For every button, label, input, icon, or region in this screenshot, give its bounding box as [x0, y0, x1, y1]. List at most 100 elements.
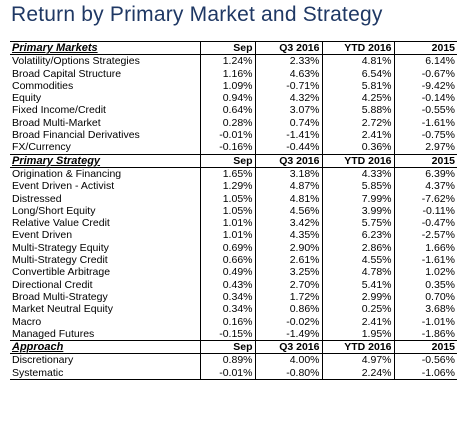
value-cell-ytd: 4.25%: [321, 92, 394, 105]
value-cell-y2015: -0.67%: [393, 67, 457, 80]
column-header: 2015: [393, 40, 457, 56]
value-cell-q3: 4.35%: [254, 229, 322, 242]
row-label: Macro: [12, 315, 42, 328]
row-label: Origination & Financing: [12, 167, 122, 180]
value-cell-y2015: 1.02%: [393, 266, 457, 279]
column-header: YTD 2016: [321, 340, 394, 355]
value-cell-q3: -0.80%: [254, 366, 322, 381]
value-cell-sep: 0.94%: [199, 92, 255, 105]
table-row: Directional Credit 0.43% 2.70% 5.41% 0.35%: [10, 278, 457, 291]
table-row: Discretionary 0.89% 4.00% 4.97% -0.56%: [10, 353, 457, 367]
value-cell-ytd: 4.97%: [321, 353, 394, 367]
value-cell-y2015: 2.97%: [393, 141, 457, 155]
value-cell-sep: -0.16%: [199, 141, 255, 155]
value-cell-ytd: 5.41%: [321, 278, 394, 291]
value-cell-y2015: -1.61%: [393, 254, 457, 267]
value-cell-ytd: 2.72%: [321, 116, 394, 130]
value-cell-sep: 1.05%: [199, 192, 255, 205]
value-cell-q3: 2.90%: [254, 241, 322, 255]
value-cell-q3: 4.56%: [254, 204, 322, 218]
row-label: Discretionary: [12, 354, 74, 367]
value-cell-y2015: 6.39%: [393, 167, 457, 181]
table-row: Convertible Arbitrage 0.49% 3.25% 4.78% 1.02…: [10, 266, 457, 279]
row-label: Relative Value Credit: [12, 217, 110, 230]
row-label: Broad Financial Derivatives: [12, 129, 140, 142]
value-cell-sep: 1.01%: [199, 217, 255, 230]
value-cell-q3: 3.18%: [254, 167, 322, 181]
value-cell-q3: 3.07%: [254, 104, 322, 117]
value-cell-ytd: 4.33%: [321, 167, 394, 181]
column-header: YTD 2016: [321, 153, 394, 168]
value-cell-ytd: 6.23%: [321, 229, 394, 242]
table-row: Equity 0.94% 4.32% 4.25% -0.14%: [10, 92, 457, 105]
value-cell-q3: 2.33%: [254, 54, 322, 68]
row-label: Directional Credit: [12, 278, 93, 291]
value-cell-sep: -0.01%: [199, 129, 255, 142]
value-cell-y2015: 4.37%: [393, 180, 457, 193]
table-row: Market Neutral Equity 0.34% 0.86% 0.25% 3.68…: [10, 303, 457, 316]
value-cell-q3: -0.71%: [254, 79, 322, 93]
value-cell-y2015: -2.57%: [393, 229, 457, 242]
value-cell-y2015: -0.47%: [393, 217, 457, 230]
row-label: FX/Currency: [10, 141, 200, 155]
value-cell-y2015: 0.70%: [393, 290, 457, 304]
table-row: Origination & Financing 1.65% 3.18% 4.33% 6.…: [10, 167, 457, 181]
value-cell-q3: 2.61%: [254, 254, 322, 267]
table-row: Fixed Income/Credit 0.64% 3.07% 5.88% -0.55%: [10, 104, 457, 117]
section-heading: Primary Strategy: [10, 153, 200, 168]
section-heading: Approach: [10, 340, 200, 355]
row-label: Event Driven - Activist: [12, 180, 115, 193]
value-cell-y2015: -0.14%: [393, 92, 457, 105]
row-label: Event Driven: [12, 229, 73, 242]
value-cell-sep: -0.01%: [199, 366, 255, 381]
row-label: Systematic: [10, 366, 200, 381]
value-cell-ytd: 2.86%: [321, 241, 394, 255]
value-cell-ytd: 4.78%: [321, 266, 394, 279]
row-label: Commodities: [12, 79, 74, 92]
row-label: Managed Futures: [10, 327, 200, 342]
page-title: Return by Primary Market and Strategy: [11, 3, 383, 26]
value-cell-q3: 4.63%: [254, 67, 322, 80]
column-header: 2015: [393, 153, 457, 168]
value-cell-ytd: 0.25%: [321, 303, 394, 316]
table-row: Systematic -0.01% -0.80% 2.24% -1.06%: [10, 366, 457, 381]
value-cell-y2015: -1.86%: [393, 327, 457, 342]
table-row: Multi-Strategy Equity 0.69% 2.90% 2.86% 1.66…: [10, 241, 457, 255]
value-cell-ytd: 5.75%: [321, 217, 394, 230]
table-row: Broad Capital Structure 1.16% 4.63% 6.54% -0…: [10, 67, 457, 80]
table-row: Relative Value Credit 1.01% 3.42% 5.75% -0.4…: [10, 217, 457, 230]
value-cell-sep: 1.29%: [199, 180, 255, 193]
value-cell-y2015: -0.75%: [393, 129, 457, 142]
section-heading: Primary Markets: [10, 40, 200, 56]
section-header-row: Approach Sep Q3 2016 YTD 2016 2015: [10, 340, 457, 355]
table-row: Event Driven 1.01% 4.35% 6.23% -2.57%: [10, 229, 457, 242]
row-label: Convertible Arbitrage: [12, 266, 111, 279]
row-label: Broad Capital Structure: [12, 67, 122, 80]
table-row: Commodities 1.09% -0.71% 5.81% -9.42%: [10, 79, 457, 93]
row-label: Fixed Income/Credit: [12, 104, 106, 117]
column-header: Sep: [199, 340, 255, 355]
table-row: Long/Short Equity 1.05% 4.56% 3.99% -0.11%: [10, 204, 457, 218]
value-cell-q3: 4.32%: [254, 92, 322, 105]
value-cell-ytd: 4.55%: [321, 254, 394, 267]
value-cell-sep: 0.69%: [199, 241, 255, 255]
value-cell-ytd: 5.88%: [321, 104, 394, 117]
value-cell-sep: 0.43%: [199, 278, 255, 291]
value-cell-ytd: 6.54%: [321, 67, 394, 80]
value-cell-ytd: 5.81%: [321, 79, 394, 93]
value-cell-y2015: -0.56%: [393, 353, 457, 367]
table-row: Multi-Strategy Credit 0.66% 2.61% 4.55% -1.6…: [10, 254, 457, 267]
value-cell-ytd: 7.99%: [321, 192, 394, 205]
value-cell-ytd: 5.85%: [321, 180, 394, 193]
value-cell-ytd: 2.24%: [321, 366, 394, 381]
column-header: Q3 2016: [254, 340, 322, 355]
value-cell-sep: 1.16%: [199, 67, 255, 80]
value-cell-q3: 4.81%: [254, 192, 322, 205]
returns-table-body: Primary Markets Sep Q3 2016 YTD 2016 2015 Vol…: [10, 40, 457, 381]
value-cell-q3: 0.86%: [254, 303, 322, 316]
value-cell-q3: -0.44%: [254, 141, 322, 155]
table-row: Macro 0.16% -0.02% 2.41% -1.01%: [10, 315, 457, 328]
row-label: Multi-Strategy Equity: [12, 241, 109, 254]
value-cell-ytd: 2.41%: [321, 315, 394, 328]
